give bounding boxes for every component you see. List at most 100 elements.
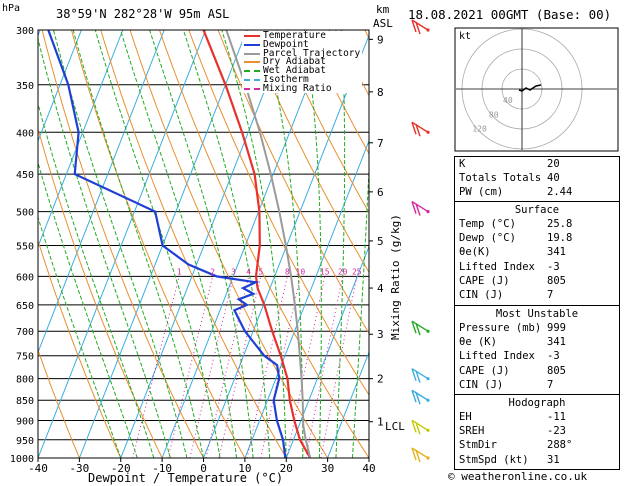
mixing-ratio-label: 3 — [231, 267, 236, 276]
stat-value: -3 — [547, 260, 560, 273]
wind-barb-flag — [411, 201, 417, 214]
wet-adiabat — [120, 30, 238, 458]
stat-row: Totals Totals 40 — [459, 172, 615, 185]
stat-value: 341 — [547, 336, 566, 349]
stat-row: CAPE (J) 805 — [459, 275, 615, 288]
legend-item: Mixing Ratio — [242, 84, 362, 93]
legend-item: Dry Adiabat — [242, 56, 362, 68]
hodograph-trace — [518, 84, 542, 92]
height-tick-label: 8 — [377, 86, 384, 99]
wet-adiabat — [303, 30, 322, 458]
km-label: km — [376, 3, 390, 16]
x-axis-label: Dewpoint / Temperature (°C) — [88, 471, 284, 485]
stat-value: 19.8 — [547, 232, 573, 245]
isotherm-line — [327, 350, 369, 458]
stat-label: StmSpd (kt) — [459, 453, 529, 466]
stat-row: Dewp (°C) 19.8 — [459, 232, 615, 245]
dry-adiabat — [41, 30, 204, 458]
stat-value: 7 — [547, 289, 554, 301]
stat-value: -3 — [547, 350, 560, 363]
stat-label: θe (K) — [459, 336, 497, 349]
pressure-tick-label: 950 — [16, 436, 34, 447]
wet-adiabat — [335, 30, 346, 458]
temperature-tick-label: 20 — [280, 462, 293, 475]
temperature-tick-label: -20 — [111, 462, 131, 475]
dry-adiabat — [129, 30, 329, 458]
height-tick-label: 9 — [377, 33, 384, 46]
dry-adiabat — [71, 30, 246, 458]
stat-value: 288° — [547, 439, 573, 452]
legend-label: Dewpoint — [263, 38, 309, 50]
stat-row: θe(K) 341 — [459, 246, 615, 259]
dry-adiabat — [276, 30, 369, 214]
isotherm-line — [203, 33, 369, 458]
mixing-ratio-line — [167, 276, 214, 458]
parcel-line — [225, 30, 312, 458]
temperature-tick-label: -40 — [28, 462, 48, 475]
wet-adiabat — [38, 36, 171, 458]
temperature-line — [202, 30, 312, 458]
stat-label: Lifted Index — [459, 260, 535, 273]
wet-adiabat — [351, 157, 369, 458]
stat-value: 31 — [547, 453, 560, 466]
dry-adiabat — [305, 30, 369, 155]
legend-swatch — [244, 52, 260, 55]
pressure-tick-label: 350 — [16, 81, 34, 92]
pressure-tick-label: 800 — [16, 375, 34, 386]
stat-label: Lifted Index — [459, 350, 535, 363]
mixing-ratio-label: 15 — [320, 267, 330, 276]
wind-barb-flag — [415, 449, 421, 463]
legend-label: Wet Adiabat — [263, 65, 326, 77]
stat-value: 805 — [547, 274, 566, 287]
dry-adiabat — [159, 30, 369, 458]
temperature-tick-label: -10 — [152, 462, 172, 475]
stat-label: Temp (°C) — [459, 218, 516, 230]
wet-adiabat — [149, 30, 254, 458]
height-tick-label: 2 — [377, 373, 384, 386]
legend-label: Mixing Ratio — [263, 82, 332, 94]
wind-barb-dot — [426, 28, 430, 32]
pressure-tick-label: 650 — [16, 301, 34, 312]
legend-item: Isotherm — [242, 75, 362, 84]
wet-adiabat — [38, 215, 122, 458]
stat-label: CAPE (J) — [459, 364, 510, 377]
legend-label: Dry Adiabat — [263, 56, 326, 68]
legend-swatch — [244, 61, 260, 64]
stat-value: 2.44 — [547, 186, 573, 199]
stat-value: -11 — [547, 411, 566, 423]
hodograph-table-title: Hodograph — [508, 397, 566, 409]
legend-swatch — [244, 43, 260, 46]
surface-box: Surface Temp (°C) 25.8 Dewp (°C) 19.8 θe(K) 3… — [454, 201, 620, 306]
wet-adiabat — [72, 30, 204, 458]
wind-barb — [411, 200, 429, 213]
wind-barb-flag — [415, 21, 421, 35]
wind-barb-flag — [411, 390, 417, 403]
mixing-ratio-line — [132, 276, 180, 458]
stat-label: Totals Totals — [459, 172, 542, 185]
stat-value: 40 — [547, 172, 560, 185]
legend-label: Temperature — [263, 30, 326, 41]
stat-value: 805 — [547, 364, 566, 377]
dry-adiabat — [247, 30, 369, 274]
stat-label: Pressure (mb) — [459, 322, 542, 334]
wind-barb-flag — [411, 420, 417, 433]
stat-value: 20 — [547, 158, 560, 170]
hodograph-ring-label: 40 — [503, 96, 513, 105]
legend-item: Temperature — [242, 31, 362, 40]
height-tick-label: 7 — [377, 137, 384, 150]
wind-barb-flag — [415, 322, 421, 336]
wind-barb-dot — [426, 456, 430, 460]
wind-barb-flag — [411, 447, 417, 461]
stat-row: Lifted Index -3 — [459, 350, 615, 363]
wind-barb — [411, 419, 429, 431]
stat-value: 25.8 — [547, 218, 573, 230]
temperature-tick-label: 10 — [238, 462, 251, 475]
mixing-ratio-label: 25 — [352, 267, 362, 276]
legend-swatch — [244, 79, 260, 81]
pressure-tick-label: 300 — [16, 26, 34, 37]
pressure-tick-label: 500 — [16, 208, 34, 219]
pressure-unit: hPa — [2, 3, 21, 14]
wind-barb-dot — [426, 398, 430, 402]
legend-swatch — [244, 70, 260, 73]
wind-barb-flag — [411, 368, 417, 381]
